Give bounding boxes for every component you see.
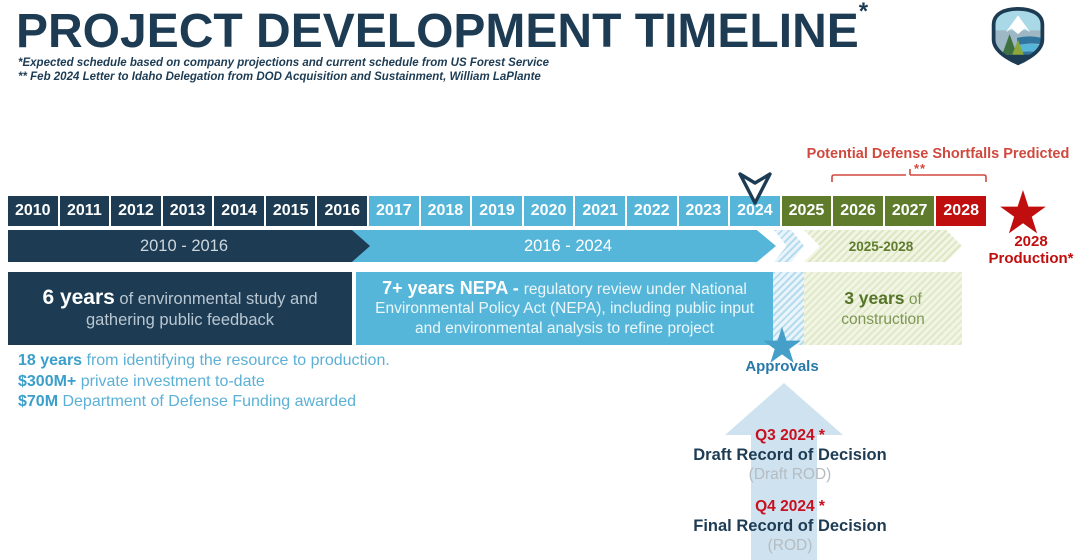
footnote-1: *Expected schedule based on company proj…: [18, 57, 550, 69]
stat-70m: $70M Department of Defense Funding award…: [18, 393, 356, 410]
construction-box-bold: 3 years: [844, 287, 905, 308]
year-cell-2010: 2010: [8, 196, 58, 226]
shortfall-callout-label: Potential Defense Shortfalls Predicted: [806, 146, 1070, 162]
year-cell-2014: 2014: [214, 196, 264, 226]
year-cell-2012: 2012: [111, 196, 161, 226]
year-cell-2011: 2011: [59, 196, 110, 226]
approvals-label: Approvals: [745, 358, 819, 375]
final-rod-date: Q4 2024 *: [755, 498, 825, 515]
study-phase-arrow: [8, 230, 370, 262]
year-cell-2018: 2018: [420, 196, 471, 226]
production-year: 2028: [1014, 233, 1048, 250]
title-asterisk: *: [858, 0, 869, 25]
red-star-icon: [1000, 190, 1046, 234]
year-row: 2010 2011 2012 2013 2014 2015 2016 2017 2018 2019…: [8, 196, 986, 226]
study-box-text: of environmental study and gathering pub…: [85, 289, 318, 329]
year-cell-2021: 2021: [575, 196, 625, 226]
mountain-shield-logo: [991, 6, 1045, 66]
year-cell-2023: 2023: [678, 196, 729, 226]
final-rod-title: Final Record of Decision: [693, 517, 887, 535]
year-cell-2020: 2020: [523, 196, 574, 226]
year-cell-2015: 2015: [265, 196, 316, 226]
stat-18-years: 18 years from identifying the resource t…: [18, 352, 390, 369]
up-arrow-icon: [725, 383, 843, 560]
study-phase-range-label: 2010 - 2016: [139, 236, 229, 255]
construction-box-text: of construction: [841, 290, 925, 328]
footnotes: *Expected schedule based on company proj…: [18, 57, 549, 84]
year-cell-2017: 2017: [369, 196, 419, 226]
study-phase-box: 6 years of environmental study and gathe…: [8, 272, 352, 345]
construction-phase-range-label: 2025-2028: [848, 238, 914, 254]
transition-hatch-chevron: [774, 230, 804, 262]
year-cell-2028: 2028: [936, 196, 986, 226]
nepa-box-text: regulatory review under National Environ…: [375, 280, 754, 337]
nepa-box-bold: 7+ years NEPA -: [382, 277, 524, 298]
final-rod-sub: (ROD): [767, 537, 813, 554]
nepa-phase-box: 7+ years NEPA - regulatory review under …: [356, 272, 773, 345]
stat-300m: $300M+ private investment to-date: [18, 372, 265, 390]
production-word: Production*: [988, 250, 1074, 267]
year-cell-2025: 2025: [781, 196, 832, 226]
year-cell-2019: 2019: [472, 196, 522, 226]
construction-phase-arrow: [804, 230, 962, 262]
production-label: 2028 Production*: [982, 233, 1080, 267]
page-title: PROJECT DEVELOPMENT TIMELINE*: [16, 0, 868, 56]
nepa-phase-range-label: 2016 - 2024: [523, 236, 613, 255]
draft-rod-date: Q3 2024 *: [755, 427, 825, 444]
draft-rod-sub: (Draft ROD): [748, 466, 832, 483]
footnote-2: ** Feb 2024 Letter to Idaho Delegation f…: [18, 70, 541, 83]
year-cell-2027: 2027: [884, 196, 935, 226]
year-cell-2026: 2026: [833, 196, 883, 226]
shortfall-note-marker: **: [914, 161, 927, 176]
decision-milestones: Q3 2024 * Draft Record of Decision (Draf…: [650, 426, 930, 560]
blue-star-icon: [763, 326, 801, 363]
year-cell-2022: 2022: [626, 196, 677, 226]
year-cell-2016: 2016: [317, 196, 368, 226]
chevron-down-marker-icon: [738, 172, 772, 205]
year-cell-2013: 2013: [162, 196, 213, 226]
page-title-text: PROJECT DEVELOPMENT TIMELINE: [16, 5, 859, 58]
final-rod-milestone: Q4 2024 * Final Record of Decision (ROD): [650, 497, 930, 555]
shortfall-bracket: [831, 169, 987, 182]
construction-phase-box: 3 years of construction: [804, 272, 962, 345]
draft-rod-title: Draft Record of Decision: [693, 446, 887, 464]
stats-block: 18 years from identifying the resource t…: [18, 351, 390, 413]
nepa-overrun-hatch: [773, 272, 804, 345]
draft-rod-milestone: Q3 2024 * Draft Record of Decision (Draf…: [650, 426, 930, 484]
study-box-bold: 6 years: [42, 285, 115, 309]
